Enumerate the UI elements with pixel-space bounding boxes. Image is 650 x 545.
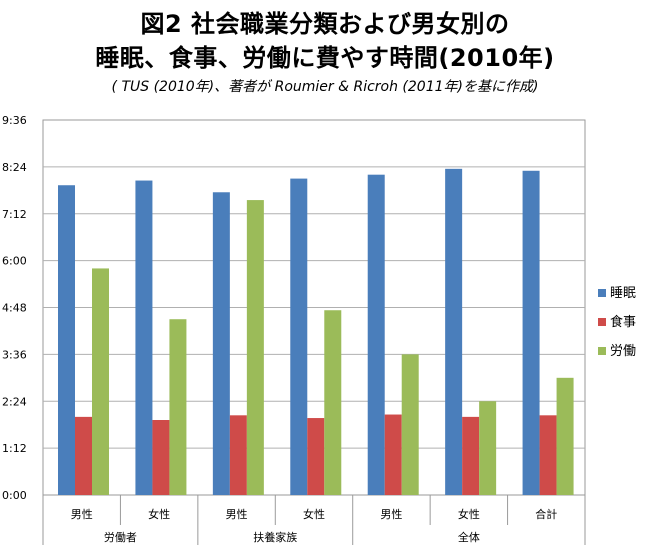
bar-労働	[479, 401, 497, 495]
bar-睡眠	[135, 180, 153, 495]
bar-睡眠	[58, 185, 75, 495]
bar-食事	[539, 415, 557, 495]
bar-労働	[246, 200, 264, 495]
group-label: 全体	[458, 530, 480, 544]
group-label: 扶養家族	[253, 530, 297, 544]
category-label: 女性	[458, 507, 480, 521]
y-tick-label: 6:00	[2, 255, 27, 268]
y-tick-label: 8:24	[2, 161, 27, 174]
chart-subtitle: ( TUS (2010年)、著者が Roumier & Ricroh (2011…	[111, 79, 539, 95]
category-label: 女性	[303, 507, 325, 521]
y-tick-label: 7:12	[2, 208, 27, 221]
y-tick-label: 2:24	[2, 395, 27, 408]
legend-label: 睡眠	[610, 286, 636, 301]
category-label: 男性	[226, 507, 248, 521]
chart-title-line1: 図2 社会職業分類および男女別の	[140, 10, 510, 38]
y-tick-label: 4:48	[2, 302, 27, 315]
y-tick-label: 3:36	[2, 348, 27, 361]
y-tick-label: 1:12	[2, 442, 27, 455]
bar-労働	[169, 319, 187, 495]
bar-食事	[384, 414, 402, 495]
bar-労働	[324, 310, 342, 495]
category-label: 男性	[380, 507, 402, 521]
chart-title-line2: 睡眠、食事、労働に費やす時間(2010年)	[95, 44, 555, 72]
bar-睡眠	[367, 174, 385, 495]
bar-労働	[92, 268, 109, 495]
category-label: 男性	[71, 507, 93, 521]
category-label: 女性	[148, 507, 170, 521]
bar-睡眠	[212, 192, 230, 495]
bar-食事	[307, 418, 325, 495]
bar-食事	[462, 416, 480, 495]
y-tick-label: 0:00	[2, 489, 27, 502]
y-tick-label: 9:36	[2, 114, 27, 127]
bar-睡眠	[290, 178, 308, 495]
bar-食事	[152, 420, 170, 495]
group-label: 労働者	[104, 530, 137, 544]
bar-睡眠	[522, 170, 540, 495]
bar-睡眠	[445, 168, 463, 495]
bar-食事	[229, 415, 247, 495]
bar-労働	[401, 354, 419, 495]
category-label: 合計	[535, 507, 557, 521]
legend-swatch	[598, 289, 606, 297]
bar-食事	[75, 416, 92, 495]
legend-label: 食事	[610, 314, 636, 330]
legend-label: 労働	[610, 344, 636, 359]
legend-swatch	[598, 318, 606, 326]
legend-swatch	[598, 347, 606, 355]
bar-労働	[556, 377, 574, 495]
